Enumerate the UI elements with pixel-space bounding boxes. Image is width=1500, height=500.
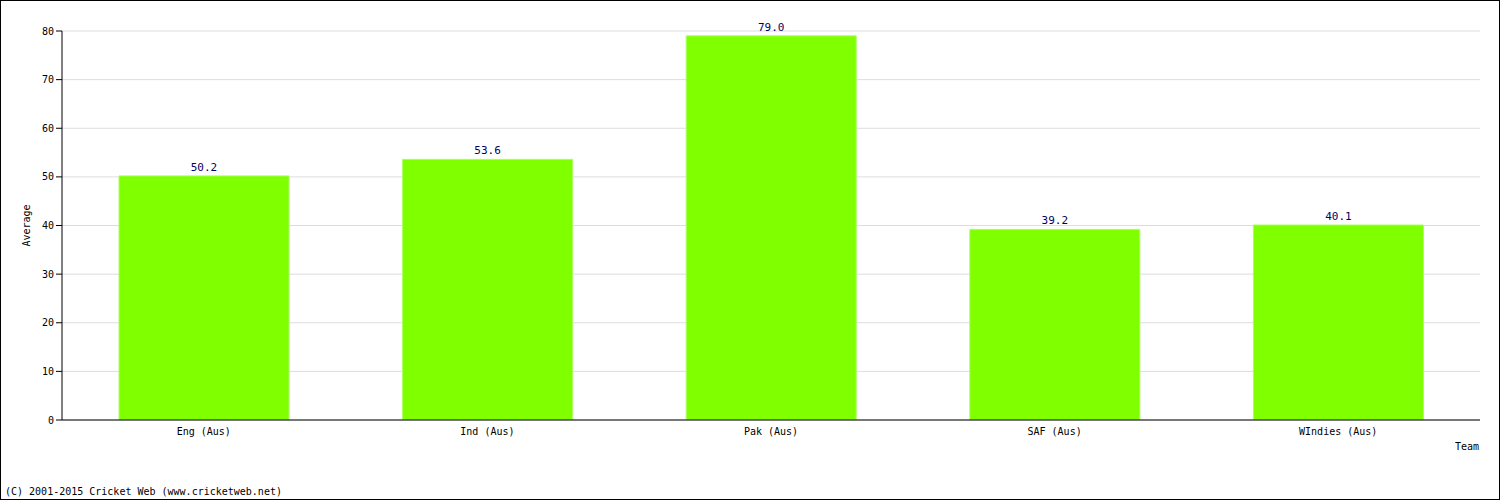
svg-text:Eng (Aus): Eng (Aus) (177, 426, 231, 437)
svg-text:Ind (Aus): Ind (Aus) (460, 426, 514, 437)
svg-text:50.2: 50.2 (191, 161, 218, 174)
svg-text:30: 30 (42, 269, 54, 280)
svg-text:0: 0 (48, 415, 54, 426)
svg-text:60: 60 (42, 123, 54, 134)
svg-text:Pak (Aus): Pak (Aus) (744, 426, 798, 437)
svg-text:50: 50 (42, 171, 54, 182)
svg-text:40.1: 40.1 (1325, 210, 1352, 223)
html-text:Team: Team (1454, 441, 1479, 452)
svg-text:40: 40 (42, 220, 54, 231)
svg-text:53.6: 53.6 (474, 144, 501, 157)
svg-text:10: 10 (42, 366, 54, 377)
svg-text:79.0: 79.0 (758, 21, 785, 34)
svg-text:Average: Average (21, 204, 32, 246)
svg-text:39.2: 39.2 (1042, 214, 1069, 227)
svg-text:SAF (Aus): SAF (Aus) (1028, 426, 1082, 437)
svg-text:20: 20 (42, 317, 54, 328)
svg-text:70: 70 (42, 74, 54, 85)
svg-text:80: 80 (42, 26, 54, 37)
svg-text:WIndies (Aus): WIndies (Aus) (1299, 426, 1377, 437)
html-text:(C) 2001-2015 Cricket Web (www: (C) 2001-2015 Cricket Web (www.cricketwe… (5, 486, 282, 497)
